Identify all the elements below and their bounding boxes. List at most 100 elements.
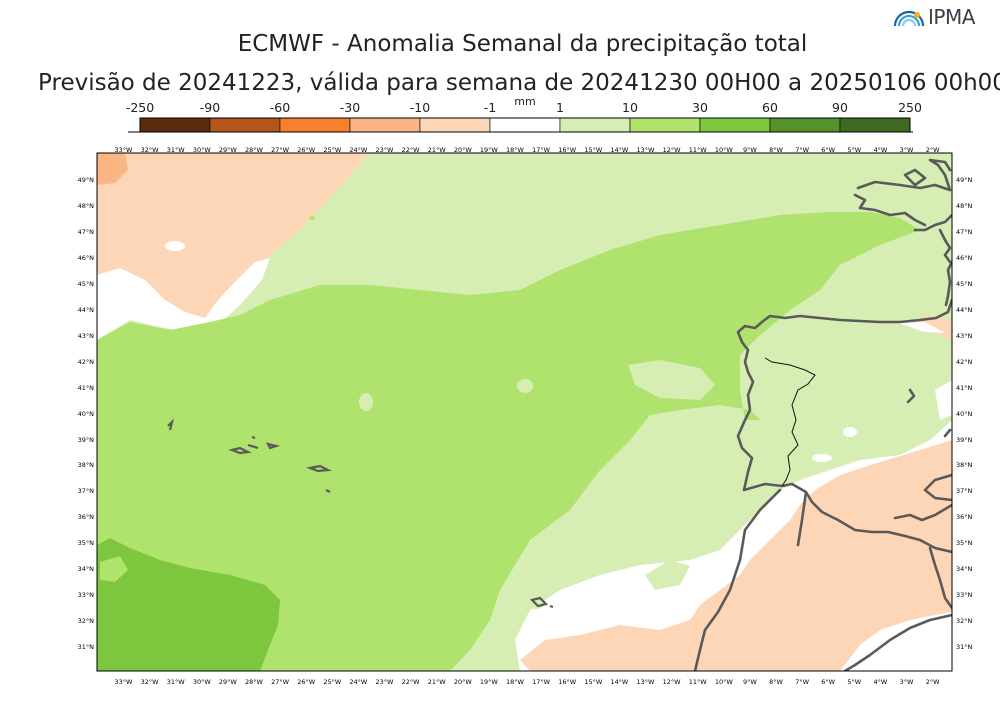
longitude-tick-label: 11°W <box>688 678 707 686</box>
latitude-tick-label: 35°N <box>956 539 973 548</box>
longitude-tick-label: 23°W <box>375 146 394 154</box>
longitude-tick-label: 28°W <box>245 678 263 686</box>
longitude-tick-label: 13°W <box>636 678 655 686</box>
longitude-tick-label: 12°W <box>662 146 681 154</box>
longitude-tick-label: 7°W <box>795 146 809 154</box>
atlantic-islands <box>167 418 554 609</box>
longitude-tick-label: 31°W <box>166 146 185 154</box>
longitude-tick-label: 32°W <box>140 678 159 686</box>
longitude-tick-label: 33°W <box>114 146 133 154</box>
latitude-tick-label: 35°N <box>77 539 94 548</box>
longitude-tick-label: 2°W <box>925 146 940 154</box>
colorbar-tick-label: -1 <box>483 100 497 115</box>
longitude-tick-label: 24°W <box>349 678 368 686</box>
latitude-tick-label: 40°N <box>956 409 973 418</box>
longitude-tick-label: 3°W <box>899 678 914 686</box>
longitude-tick-label: 19°W <box>479 146 498 154</box>
latitude-tick-label: 41°N <box>956 383 973 392</box>
ipma-logo-text: IPMA <box>928 5 975 29</box>
latitude-tick-label: 39°N <box>77 435 94 444</box>
longitude-tick-label: 26°W <box>297 146 316 154</box>
latitude-tick-label: 45°N <box>77 279 94 288</box>
longitude-tick-label: 13°W <box>636 146 655 154</box>
latitude-tick-label: 38°N <box>77 461 94 470</box>
longitude-tick-label: 18°W <box>506 678 524 686</box>
longitude-tick-label: 21°W <box>427 146 446 154</box>
longitude-tick-label: 22°W <box>401 146 420 154</box>
latitude-tick-label: 31°N <box>77 643 94 652</box>
latitude-tick-label: 46°N <box>77 253 94 262</box>
latitude-tick-label: 39°N <box>956 435 973 444</box>
anomaly-strong-negative-corner <box>97 153 128 185</box>
longitude-tick-label: 17°W <box>532 146 551 154</box>
longitude-tick-label: 5°W <box>847 678 862 686</box>
longitude-tick-label: 6°W <box>821 146 836 154</box>
longitude-tick-label: 6°W <box>821 678 836 686</box>
colorbar-tick-label: -60 <box>269 100 291 115</box>
latitude-tick-label: 38°N <box>956 461 973 470</box>
latitude-tick-label: 43°N <box>956 331 973 340</box>
longitude-tick-label: 29°W <box>218 146 237 154</box>
ipma-rainbow-icon <box>893 10 925 27</box>
longitude-tick-label: 9°W <box>742 678 757 686</box>
latitude-tick-label: 47°N <box>956 227 973 236</box>
latitude-tick-label: 48°N <box>77 201 94 210</box>
anomaly-neutral-northwest <box>97 258 270 340</box>
latitude-tick-label: 46°N <box>956 253 973 262</box>
colorbar-tick-label: 1 <box>556 100 564 115</box>
longitude-tick-label: 26°W <box>297 678 316 686</box>
map-frame <box>96 152 953 672</box>
latitude-tick-label: 32°N <box>956 617 973 626</box>
anomaly-positive-central <box>97 212 920 671</box>
longitude-tick-label: 20°W <box>453 146 472 154</box>
longitude-tick-label: 31°W <box>166 678 185 686</box>
colorbar-tick-label: 90 <box>832 100 848 115</box>
anomaly-strong-positive-southwest <box>97 538 280 671</box>
latitude-tick-label: 49°N <box>956 176 973 184</box>
longitude-tick-label: 27°W <box>271 146 290 154</box>
latitude-tick-label: 44°N <box>77 305 94 314</box>
longitude-tick-label: 25°W <box>323 678 342 686</box>
longitude-tick-label: 25°W <box>323 146 342 154</box>
longitude-tick-label: 23°W <box>375 678 394 686</box>
longitude-tick-label: 4°W <box>873 146 888 154</box>
latitude-tick-label: 32°N <box>77 617 94 626</box>
longitude-tick-label: 18°W <box>506 146 524 154</box>
latitude-tick-label: 45°N <box>956 279 973 288</box>
colorbar-tick-label: -90 <box>199 100 221 115</box>
longitude-tick-label: 15°W <box>584 146 603 154</box>
longitude-tick-label: 22°W <box>401 678 420 686</box>
longitude-tick-label: 27°W <box>271 678 290 686</box>
longitude-tick-label: 2°W <box>925 678 940 686</box>
colorbar-tick-label: -30 <box>339 100 361 115</box>
longitude-tick-label: 14°W <box>610 678 629 686</box>
longitude-tick-label: 10°W <box>714 146 733 154</box>
colorbar-unit: mm <box>514 95 536 108</box>
longitude-tick-label: 32°W <box>140 146 159 154</box>
latitude-tick-label: 33°N <box>77 591 94 600</box>
longitude-tick-label: 24°W <box>349 146 368 154</box>
latitude-tick-label: 36°N <box>77 513 94 522</box>
longitude-tick-label: 10°W <box>714 678 733 686</box>
map-title: ECMWF - Anomalia Semanal da precipitação… <box>237 31 808 57</box>
latitude-tick-label: 33°N <box>956 591 973 600</box>
longitude-tick-label: 3°W <box>899 146 914 154</box>
map-subtitle: Previsão de 20241223, válida para semana… <box>38 70 1000 96</box>
latitude-tick-label: 34°N <box>956 565 973 574</box>
latitude-tick-label: 36°N <box>956 513 973 522</box>
longitude-tick-label: 14°W <box>610 146 629 154</box>
longitude-tick-label: 7°W <box>795 678 809 686</box>
colorbar-tick-label: 10 <box>622 100 638 115</box>
longitude-tick-label: 30°W <box>192 678 211 686</box>
colorbar-tick-label: 30 <box>692 100 708 115</box>
latitude-tick-label: 44°N <box>956 305 973 314</box>
latitude-tick-label: 42°N <box>956 357 973 366</box>
longitude-tick-label: 16°W <box>558 678 577 686</box>
latitude-tick-label: 34°N <box>77 565 94 574</box>
longitude-tick-label: 29°W <box>218 678 237 686</box>
latitude-tick-label: 47°N <box>77 227 94 236</box>
longitude-tick-label: 9°W <box>742 146 757 154</box>
latitude-tick-label: 37°N <box>956 487 973 496</box>
